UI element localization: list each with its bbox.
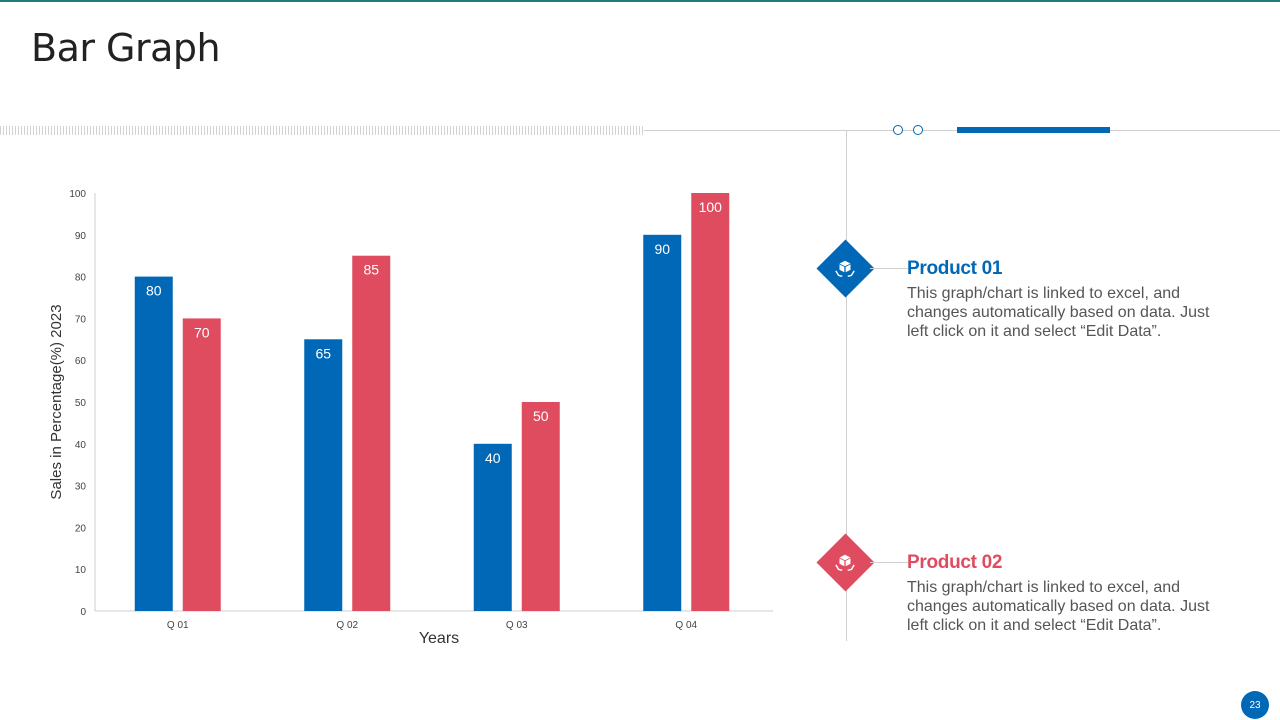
- y-tick-label: 60: [75, 356, 87, 367]
- product-01-description: This graph/chart is linked to excel, and…: [907, 285, 1210, 340]
- x-axis-title: Years: [419, 630, 459, 647]
- package-hands-icon: [816, 240, 874, 298]
- y-tick-label: 40: [75, 440, 87, 451]
- decorative-accent-bar: [957, 127, 1110, 133]
- y-tick-label: 20: [75, 523, 87, 534]
- y-tick-label: 100: [69, 189, 86, 200]
- x-tick-label: Q 01: [167, 620, 189, 631]
- y-tick-label: 50: [75, 398, 87, 409]
- bar: [473, 443, 512, 611]
- decorative-circle: [913, 125, 923, 135]
- bar: [691, 193, 730, 611]
- y-tick-label: 10: [75, 565, 87, 576]
- bar: [182, 318, 221, 611]
- y-tick-label: 90: [75, 231, 87, 242]
- y-axis-title: Sales in Percentage(%) 2023: [48, 304, 65, 499]
- slide-title: Bar Graph: [31, 26, 221, 70]
- bar-chart: 0 10 20 30 40 50 60 70 80 90 100 80 70 Q 01 65 85 Q 02 40…: [48, 189, 773, 647]
- bar-value-label: 80: [146, 283, 162, 299]
- page-number-badge: 23: [1241, 691, 1269, 719]
- package-hands-icon: [816, 534, 874, 592]
- x-tick-label: Q 02: [336, 620, 358, 631]
- bar-value-label: 70: [194, 324, 210, 340]
- bar: [643, 234, 682, 612]
- bar-value-label: 90: [654, 241, 670, 257]
- top-accent-rule: [0, 0, 1280, 2]
- bar-value-label: 50: [533, 408, 549, 424]
- bar: [304, 339, 343, 611]
- product-02-title: Product 02: [907, 552, 1003, 573]
- bar: [352, 255, 391, 611]
- legend-connector: [870, 268, 908, 269]
- x-tick-label: Q 04: [675, 620, 697, 631]
- product-01-title: Product 01: [907, 258, 1003, 279]
- decorative-hatch-strip: [0, 126, 644, 135]
- bar-value-label: 100: [699, 199, 723, 215]
- legend-timeline: [846, 131, 847, 641]
- y-tick-label: 70: [75, 314, 87, 325]
- bar-value-label: 85: [363, 262, 379, 278]
- bar: [134, 276, 173, 611]
- legend-connector: [870, 562, 908, 563]
- y-tick-label: 0: [80, 607, 86, 618]
- product-02-description: This graph/chart is linked to excel, and…: [907, 579, 1210, 634]
- y-tick-label: 80: [75, 273, 87, 284]
- decorative-circle: [893, 125, 903, 135]
- x-tick-label: Q 03: [506, 620, 528, 631]
- y-tick-label: 30: [75, 482, 87, 493]
- bar-value-label: 65: [315, 345, 331, 361]
- bar-value-label: 40: [485, 450, 501, 466]
- bar: [521, 402, 560, 611]
